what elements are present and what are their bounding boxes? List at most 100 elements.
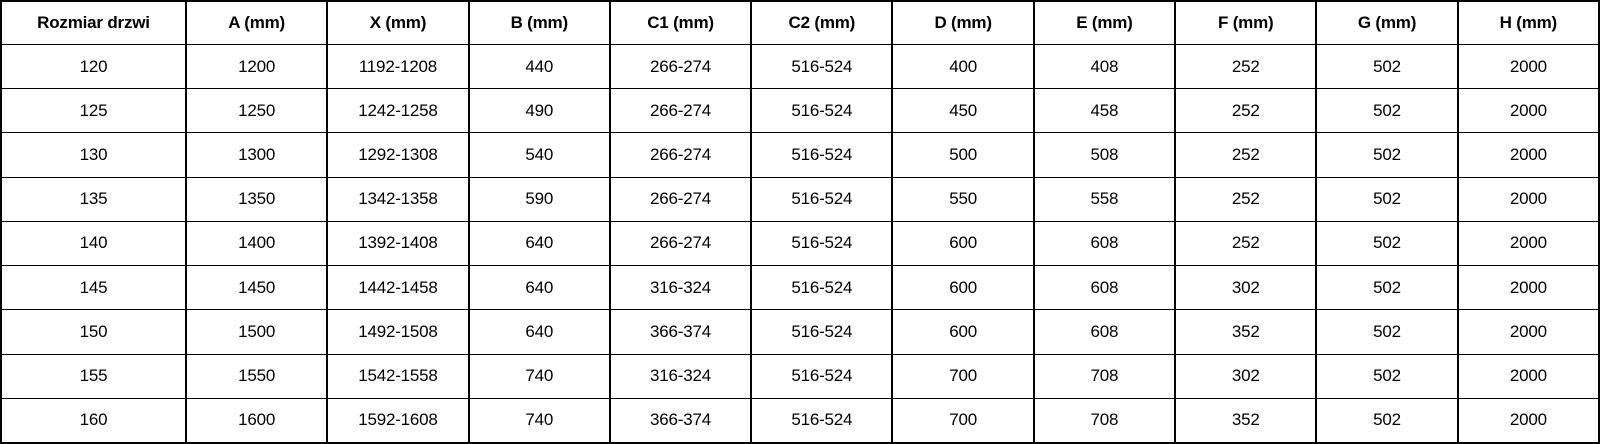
table-cell: 366-374 — [608, 397, 753, 444]
table-cell: 640 — [467, 220, 611, 267]
table-header: Rozmiar drzwi A (mm) X (mm) B (mm) C1 (mm) C2… — [0, 0, 1600, 45]
table-cell: 1550 — [184, 353, 329, 399]
table-cell: 266-274 — [608, 88, 753, 134]
table-row: 120 1200 1192-1208 440 266-274 516-524 400 408 2… — [0, 43, 1600, 90]
column-header: D (mm) — [891, 0, 1035, 45]
table-cell: 2000 — [1456, 220, 1600, 267]
table-cell: 502 — [1315, 88, 1459, 134]
table-cell: 502 — [1315, 353, 1459, 399]
table-cell: 600 — [891, 309, 1035, 355]
table-row: 130 1300 1292-1308 540 266-274 516-524 500 508 2… — [0, 132, 1600, 178]
table-cell: 740 — [467, 353, 611, 399]
table-cell: 1400 — [184, 220, 329, 267]
table-cell: 450 — [891, 88, 1035, 134]
table-cell: 1192-1208 — [326, 43, 470, 90]
table-cell: 2000 — [1456, 353, 1600, 399]
table-cell: 1542-1558 — [326, 353, 470, 399]
table-cell: 400 — [891, 43, 1035, 90]
table-cell: 1300 — [184, 132, 329, 178]
table-cell: 1500 — [184, 309, 329, 355]
table-cell: 700 — [891, 397, 1035, 444]
table-cell: 740 — [467, 397, 611, 444]
table-cell: 550 — [891, 176, 1035, 222]
column-header: X (mm) — [326, 0, 470, 45]
table-cell: 500 — [891, 132, 1035, 178]
table-cell: 1492-1508 — [326, 309, 470, 355]
table-cell: 516-524 — [750, 132, 894, 178]
row-size-cell: 145 — [0, 265, 187, 311]
table-cell: 2000 — [1456, 132, 1600, 178]
table-cell: 516-524 — [750, 43, 894, 90]
column-header: C1 (mm) — [608, 0, 753, 45]
table-cell: 2000 — [1456, 88, 1600, 134]
table-cell: 352 — [1174, 397, 1318, 444]
table-cell: 502 — [1315, 265, 1459, 311]
table-cell: 266-274 — [608, 220, 753, 267]
table-cell: 508 — [1032, 132, 1177, 178]
table-cell: 1600 — [184, 397, 329, 444]
table-cell: 502 — [1315, 397, 1459, 444]
table-cell: 502 — [1315, 309, 1459, 355]
column-header: B (mm) — [467, 0, 611, 45]
table-cell: 1442-1458 — [326, 265, 470, 311]
table-cell: 1450 — [184, 265, 329, 311]
table-cell: 302 — [1174, 265, 1318, 311]
row-size-cell: 135 — [0, 176, 187, 222]
table-cell: 590 — [467, 176, 611, 222]
table-cell: 1250 — [184, 88, 329, 134]
table-cell: 600 — [891, 220, 1035, 267]
row-size-cell: 140 — [0, 220, 187, 267]
table-cell: 558 — [1032, 176, 1177, 222]
table-cell: 640 — [467, 309, 611, 355]
table-cell: 502 — [1315, 220, 1459, 267]
row-size-cell: 130 — [0, 132, 187, 178]
table-cell: 502 — [1315, 176, 1459, 222]
table-cell: 516-524 — [750, 309, 894, 355]
table-cell: 1392-1408 — [326, 220, 470, 267]
row-size-cell: 120 — [0, 43, 187, 90]
table-row: 135 1350 1342-1358 590 266-274 516-524 550 558 2… — [0, 176, 1600, 222]
table-cell: 252 — [1174, 176, 1318, 222]
table-cell: 640 — [467, 265, 611, 311]
table-cell: 316-324 — [608, 353, 753, 399]
table-cell: 266-274 — [608, 43, 753, 90]
table-cell: 1592-1608 — [326, 397, 470, 444]
table-cell: 608 — [1032, 220, 1177, 267]
table-cell: 266-274 — [608, 132, 753, 178]
table-cell: 502 — [1315, 43, 1459, 90]
table-cell: 516-524 — [750, 220, 894, 267]
table-cell: 252 — [1174, 88, 1318, 134]
column-header: H (mm) — [1456, 0, 1600, 45]
column-header: A (mm) — [184, 0, 329, 45]
table-cell: 708 — [1032, 353, 1177, 399]
table-row: 150 1500 1492-1508 640 366-374 516-524 600 608 3… — [0, 309, 1600, 355]
table-cell: 1200 — [184, 43, 329, 90]
column-header: Rozmiar drzwi — [0, 0, 187, 45]
table-cell: 302 — [1174, 353, 1318, 399]
row-size-cell: 125 — [0, 88, 187, 134]
table-cell: 516-524 — [750, 265, 894, 311]
table-cell: 440 — [467, 43, 611, 90]
table-row: 125 1250 1242-1258 490 266-274 516-524 450 458 2… — [0, 88, 1600, 134]
row-size-cell: 150 — [0, 309, 187, 355]
table-cell: 2000 — [1456, 176, 1600, 222]
table-cell: 502 — [1315, 132, 1459, 178]
table-row: 145 1450 1442-1458 640 316-324 516-524 600 608 3… — [0, 265, 1600, 311]
table-cell: 1292-1308 — [326, 132, 470, 178]
table-cell: 490 — [467, 88, 611, 134]
table-cell: 540 — [467, 132, 611, 178]
table-cell: 608 — [1032, 265, 1177, 311]
table-cell: 352 — [1174, 309, 1318, 355]
table-cell: 2000 — [1456, 265, 1600, 311]
row-size-cell: 160 — [0, 397, 187, 444]
table-row: 140 1400 1392-1408 640 266-274 516-524 600 608 2… — [0, 220, 1600, 267]
table-cell: 2000 — [1456, 397, 1600, 444]
table-cell: 600 — [891, 265, 1035, 311]
table-cell: 366-374 — [608, 309, 753, 355]
table-cell: 516-524 — [750, 88, 894, 134]
table-body: 120 1200 1192-1208 440 266-274 516-524 400 408 2… — [0, 43, 1600, 444]
table-row: 155 1550 1542-1558 740 316-324 516-524 700 708 3… — [0, 353, 1600, 399]
table-cell: 408 — [1032, 43, 1177, 90]
